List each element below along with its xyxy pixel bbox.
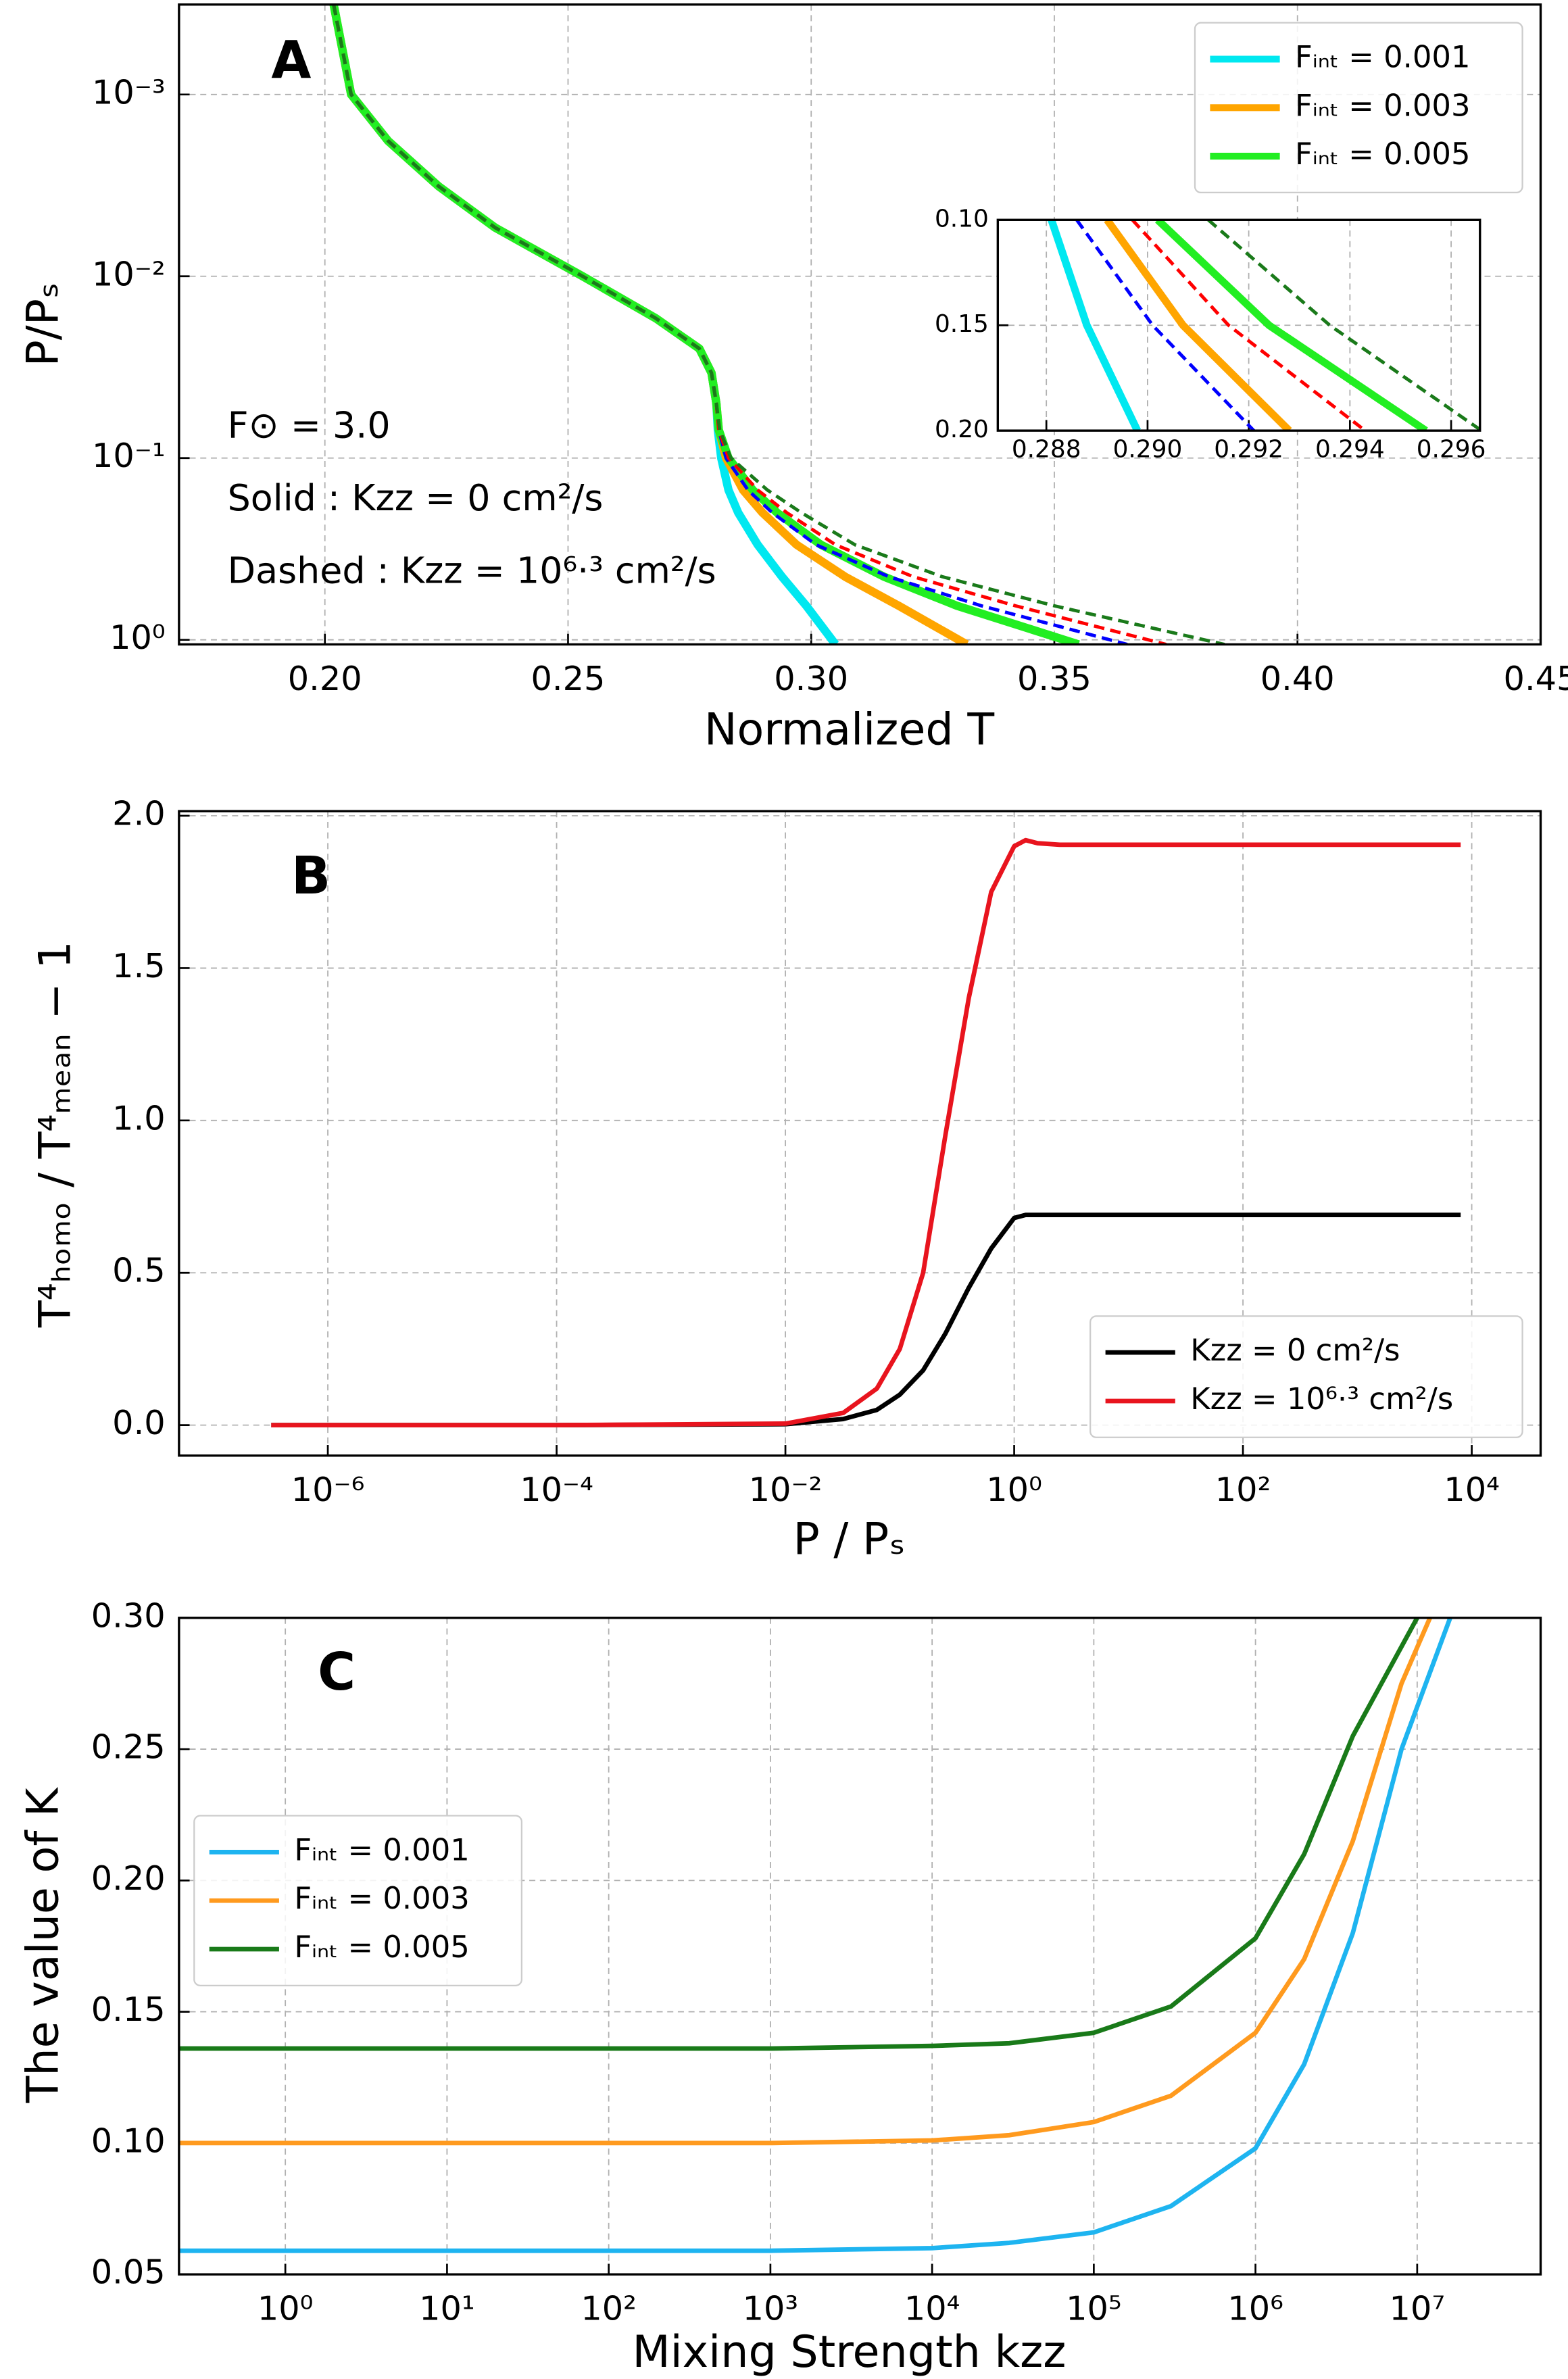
- y-axis-label: T⁴ₕₒₘₒ / T⁴ₘₑₐₙ − 1: [30, 941, 80, 1328]
- series-line: [1048, 220, 1142, 431]
- legend-label: Fᵢₙₜ = 0.001: [294, 1832, 469, 1867]
- x-axis-label: P / Pₛ: [793, 1515, 905, 1565]
- series-line: [271, 837, 1461, 1428]
- x-tick-label: 0.296: [1417, 435, 1486, 463]
- x-tick-label: 10⁴: [1444, 1470, 1500, 1509]
- y-tick-label: 1.0: [112, 1098, 165, 1137]
- x-tick-label: 10²: [581, 2289, 637, 2328]
- x-tick-label: 10⁷: [1390, 2289, 1446, 2328]
- annotation: Solid : Kzz = 0 cm²/s: [228, 476, 604, 519]
- series-line: [178, 1617, 1432, 2146]
- y-tick-label: 1.5: [112, 946, 165, 985]
- x-tick-label: 10³: [743, 2289, 799, 2328]
- plot-area: [271, 837, 1461, 1428]
- legend-label: Fᵢₙₜ = 0.001: [1295, 39, 1470, 74]
- y-tick-label: 0.30: [91, 1596, 166, 1635]
- x-tick-label: 10⁰: [986, 1470, 1042, 1509]
- x-tick-label: 10²: [1215, 1470, 1271, 1509]
- legend-label: Kzz = 0 cm²/s: [1190, 1332, 1400, 1368]
- x-tick-label: 10⁴: [904, 2289, 960, 2328]
- x-tick-label: 10¹: [419, 2289, 475, 2328]
- x-tick-label: 0.35: [1017, 659, 1092, 698]
- legend-box: [1194, 22, 1523, 194]
- series-line: [332, 4, 1225, 645]
- x-tick-label: 0.45: [1504, 659, 1568, 698]
- legend-label: Fᵢₙₜ = 0.003: [1295, 87, 1470, 123]
- y-tick-label: 0.15: [935, 310, 989, 338]
- x-tick-label: 0.20: [288, 659, 362, 698]
- x-tick-label: 10⁻⁶: [291, 1470, 365, 1509]
- legend-label: Fᵢₙₜ = 0.005: [1295, 136, 1470, 172]
- legend: Fᵢₙₜ = 0.001 Fᵢₙₜ = 0.003 Fᵢₙₜ = 0.005: [193, 1815, 523, 1986]
- panel-label: A: [271, 30, 311, 90]
- plot-area: [329, 4, 1225, 645]
- series-line: [1155, 220, 1428, 431]
- x-tick-label: 0.290: [1113, 435, 1183, 463]
- legend-label: Kzz = 10⁶·³ cm²/s: [1190, 1381, 1453, 1417]
- axes-frame: [178, 3, 1542, 646]
- legend-box: [193, 1815, 523, 1986]
- series-line: [178, 1617, 1419, 2051]
- x-axis-label: Normalized T: [704, 705, 995, 756]
- y-tick-label: 0.05: [91, 2253, 166, 2292]
- x-axis-label: Mixing Strength kzz: [632, 2327, 1066, 2378]
- x-tick-label: 0.25: [531, 659, 606, 698]
- x-tick-label: 0.294: [1315, 435, 1385, 463]
- legend: Fᵢₙₜ = 0.001 Fᵢₙₜ = 0.003 Fᵢₙₜ = 0.005: [1194, 22, 1523, 194]
- y-tick-label: 2.0: [112, 794, 165, 833]
- y-tick-label: 0.15: [91, 1990, 166, 2029]
- y-tick-label: 0.25: [91, 1727, 166, 1767]
- series-line: [1207, 220, 1480, 431]
- x-tick-label: 10⁰: [258, 2289, 314, 2328]
- inset-background: [998, 220, 1480, 431]
- y-tick-label: 10⁻¹: [92, 436, 166, 475]
- chart: 0.288 0.290 0.292 0.294 0.296 0.10 0.15 0.20: [935, 205, 1486, 463]
- series-line: [1075, 220, 1255, 431]
- chart: 10⁻⁶ 10⁻⁴ 10⁻² 10⁰ 10² 10⁴ 0.0 0.5 1.0 1.5 2.0 P / …: [30, 794, 1542, 1565]
- series-line: [178, 1617, 1452, 2253]
- x-tick-label: 10⁵: [1066, 2289, 1122, 2328]
- axes-frame: [178, 1617, 1542, 2276]
- axes-frame: [178, 810, 1542, 1457]
- y-tick-label: 0.10: [935, 205, 989, 232]
- x-tick-label: 0.288: [1012, 435, 1081, 463]
- legend-label: Fᵢₙₜ = 0.005: [294, 1929, 469, 1965]
- legend: Kzz = 0 cm²/s Kzz = 10⁶·³ cm²/s: [1089, 1315, 1523, 1438]
- y-axis-label: The value of K: [18, 1786, 68, 2103]
- y-tick-label: 10⁰: [109, 618, 166, 657]
- annotation: F⊙ = 3.0: [228, 403, 391, 446]
- panel-label: B: [291, 845, 330, 906]
- annotation: Dashed : Kzz = 10⁶·³ cm²/s: [228, 549, 716, 592]
- y-tick-label: 0.5: [112, 1251, 165, 1290]
- x-tick-label: 0.40: [1260, 659, 1335, 698]
- plot-area: [178, 1617, 1452, 2253]
- series-line: [1104, 220, 1292, 431]
- y-tick-label: 10⁻³: [92, 72, 166, 112]
- y-tick-label: 0.0: [112, 1403, 165, 1442]
- chart: 0.20 0.25 0.30 0.35 0.40 0.45 10⁻³ 10⁻² 10⁻¹ 10⁰ N…: [18, 3, 1568, 756]
- x-tick-label: 10⁻⁴: [520, 1470, 593, 1509]
- x-tick-label: 0.292: [1214, 435, 1283, 463]
- chart: 10⁰ 10¹ 10² 10³ 10⁴ 10⁵ 10⁶ 10⁷ 0.05 0.10 0.15 0.20…: [18, 1596, 1542, 2378]
- y-tick-label: 10⁻²: [92, 254, 166, 293]
- y-tick-label: 0.20: [935, 416, 989, 443]
- y-tick-label: 0.10: [91, 2121, 166, 2160]
- y-axis-label: P/Pₛ: [18, 283, 68, 367]
- x-tick-label: 10⁶: [1227, 2289, 1283, 2328]
- series-line: [271, 1212, 1461, 1428]
- axes-frame: [996, 218, 1481, 432]
- plot-area: [1048, 220, 1480, 431]
- y-tick-label: 0.20: [91, 1859, 166, 1898]
- x-tick-label: 10⁻²: [749, 1470, 823, 1509]
- series-line: [1131, 220, 1367, 431]
- legend-box: [1089, 1315, 1523, 1438]
- legend-label: Fᵢₙₜ = 0.003: [294, 1880, 469, 1916]
- panel-label: C: [318, 1642, 356, 1702]
- x-tick-label: 0.30: [774, 659, 848, 698]
